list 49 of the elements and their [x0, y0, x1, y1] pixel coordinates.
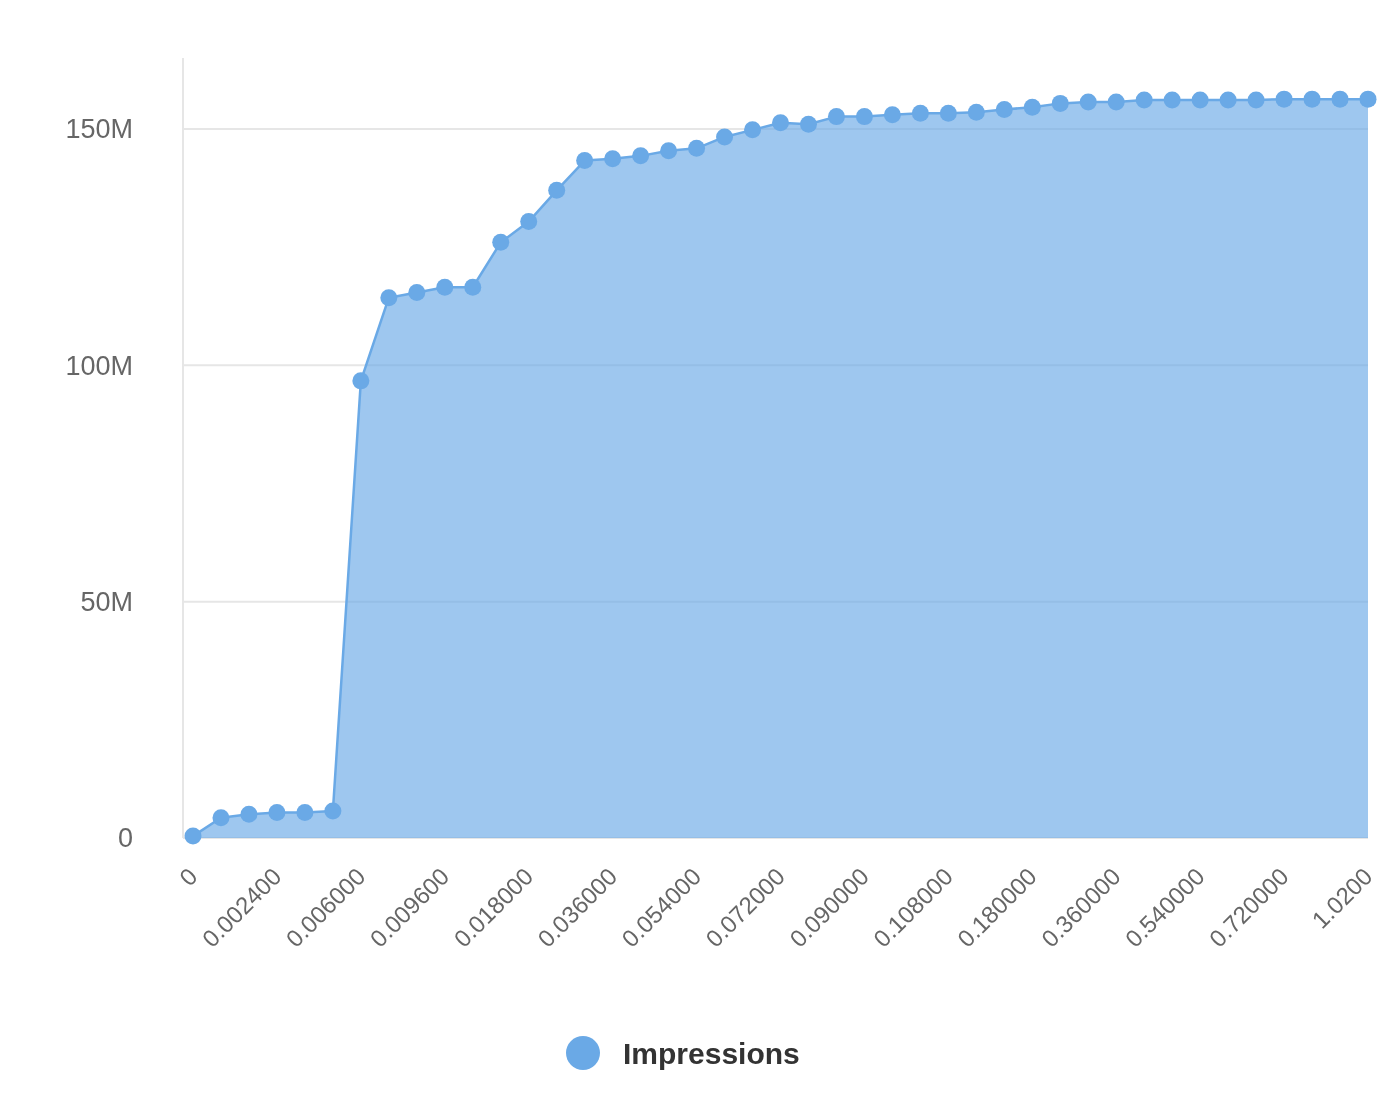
- point: [632, 147, 650, 165]
- point: [240, 805, 258, 823]
- point: [184, 827, 202, 845]
- point: [1191, 91, 1209, 109]
- point: [855, 108, 873, 126]
- point: [967, 103, 985, 121]
- point: [352, 372, 370, 390]
- point: [1079, 93, 1097, 111]
- legend-label: Impressions: [623, 1036, 800, 1070]
- point: [548, 181, 566, 199]
- point: [268, 803, 286, 821]
- point: [324, 802, 342, 820]
- point: [604, 150, 622, 168]
- point: [799, 115, 817, 133]
- point: [1247, 91, 1265, 109]
- point: [660, 142, 678, 160]
- y-tick-label: 100M: [65, 350, 133, 381]
- point: [772, 114, 789, 132]
- point: [520, 213, 538, 231]
- point: [296, 803, 314, 821]
- point: [995, 101, 1013, 119]
- point: [1275, 90, 1293, 108]
- point: [1023, 98, 1041, 116]
- point: [576, 152, 594, 170]
- point: [1051, 94, 1069, 112]
- point: [716, 128, 734, 146]
- point: [911, 104, 929, 122]
- point: [380, 289, 398, 307]
- point: [436, 278, 454, 296]
- point: [212, 809, 230, 827]
- y-tick-label: 0: [117, 823, 133, 854]
- point: [1135, 91, 1153, 109]
- x-tick-label: 0: [174, 862, 203, 891]
- point: [744, 121, 762, 139]
- point: [408, 283, 426, 301]
- point: [1303, 90, 1321, 108]
- y-tick-label: 150M: [65, 114, 133, 145]
- point: [464, 278, 482, 296]
- point: [827, 108, 845, 126]
- point: [1219, 91, 1237, 109]
- point: [688, 139, 706, 157]
- point: [939, 104, 957, 122]
- point: [1163, 91, 1181, 109]
- point: [1107, 93, 1125, 111]
- point: [1359, 90, 1377, 108]
- point: [492, 233, 510, 251]
- point: [1331, 90, 1349, 108]
- point: [883, 106, 901, 124]
- y-tick-label: 50M: [80, 587, 133, 618]
